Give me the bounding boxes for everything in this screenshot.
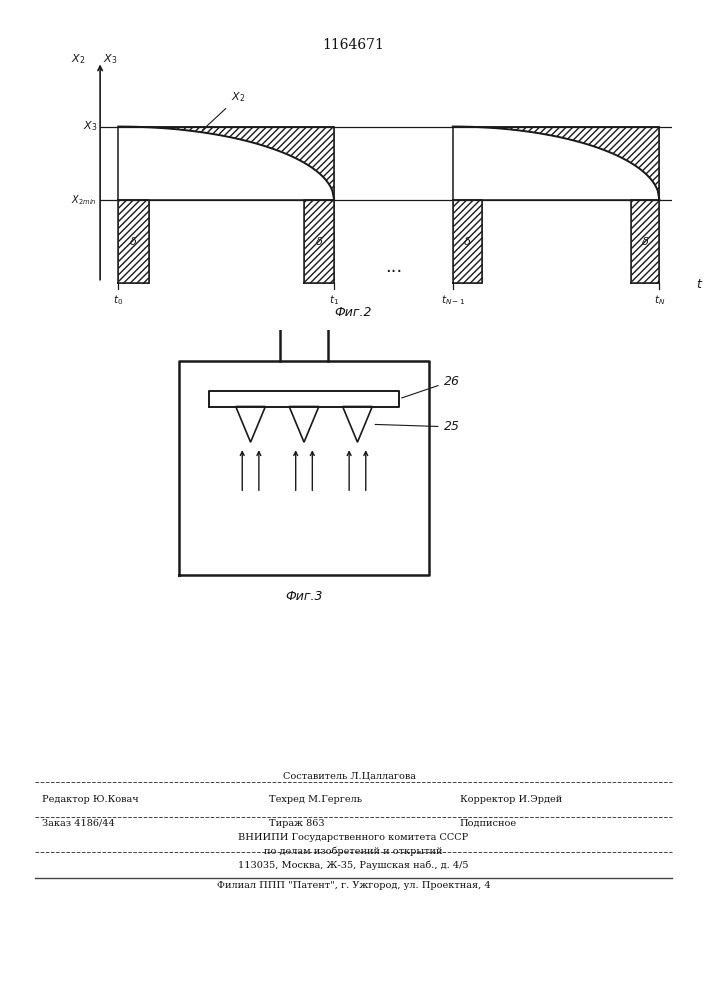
Polygon shape <box>304 200 334 283</box>
Text: Корректор И.Эрдей: Корректор И.Эрдей <box>460 795 562 804</box>
Text: Заказ 4186/44: Заказ 4186/44 <box>42 819 115 828</box>
Polygon shape <box>118 127 334 200</box>
Text: Фиг.3: Фиг.3 <box>285 590 323 603</box>
Polygon shape <box>343 407 373 442</box>
Text: $\delta$: $\delta$ <box>463 235 472 247</box>
Polygon shape <box>289 407 319 442</box>
Polygon shape <box>452 200 481 283</box>
Text: Филиал ППП "Патент", г. Ужгород, ул. Проектная, 4: Филиал ППП "Патент", г. Ужгород, ул. Про… <box>216 881 491 890</box>
Text: по делам изобретений и открытий: по делам изобретений и открытий <box>264 847 443 856</box>
Text: ВНИИПИ Государственного комитета СССР: ВНИИПИ Государственного комитета СССР <box>238 833 469 842</box>
Polygon shape <box>631 200 660 283</box>
Text: $t_0$: $t_0$ <box>113 293 124 307</box>
Text: Фиг.2: Фиг.2 <box>334 306 373 319</box>
Text: $t_1$: $t_1$ <box>329 293 339 307</box>
Text: Техред М.Гергель: Техред М.Гергель <box>269 795 362 804</box>
Text: $t$: $t$ <box>696 278 703 291</box>
Text: $\delta$: $\delta$ <box>129 235 138 247</box>
Text: Подписное: Подписное <box>460 819 517 828</box>
Text: 26: 26 <box>402 375 460 398</box>
Text: 25: 25 <box>375 420 460 433</box>
Text: $X_2$: $X_2$ <box>71 52 85 66</box>
Text: 113035, Москва, Ж-35, Раушская наб., д. 4/5: 113035, Москва, Ж-35, Раушская наб., д. … <box>238 861 469 870</box>
Text: $\delta$: $\delta$ <box>641 235 649 247</box>
Text: $X_3$: $X_3$ <box>83 120 97 133</box>
Text: 1164671: 1164671 <box>322 38 385 52</box>
Text: $\delta$: $\delta$ <box>315 235 323 247</box>
Text: Составитель Л.Цаллагова: Составитель Л.Цаллагова <box>283 771 416 780</box>
Polygon shape <box>452 127 660 200</box>
Text: $t_N$: $t_N$ <box>654 293 665 307</box>
Text: ...: ... <box>385 258 402 276</box>
Polygon shape <box>235 407 265 442</box>
Text: $X_2$: $X_2$ <box>202 91 245 130</box>
Text: $t_{N-1}$: $t_{N-1}$ <box>440 293 465 307</box>
Text: Тираж 863: Тираж 863 <box>269 819 325 828</box>
Text: $X_3$: $X_3$ <box>103 52 117 66</box>
Polygon shape <box>118 200 148 283</box>
Text: Редактор Ю.Ковач: Редактор Ю.Ковач <box>42 795 139 804</box>
Text: $X_{2min}$: $X_{2min}$ <box>71 193 97 207</box>
